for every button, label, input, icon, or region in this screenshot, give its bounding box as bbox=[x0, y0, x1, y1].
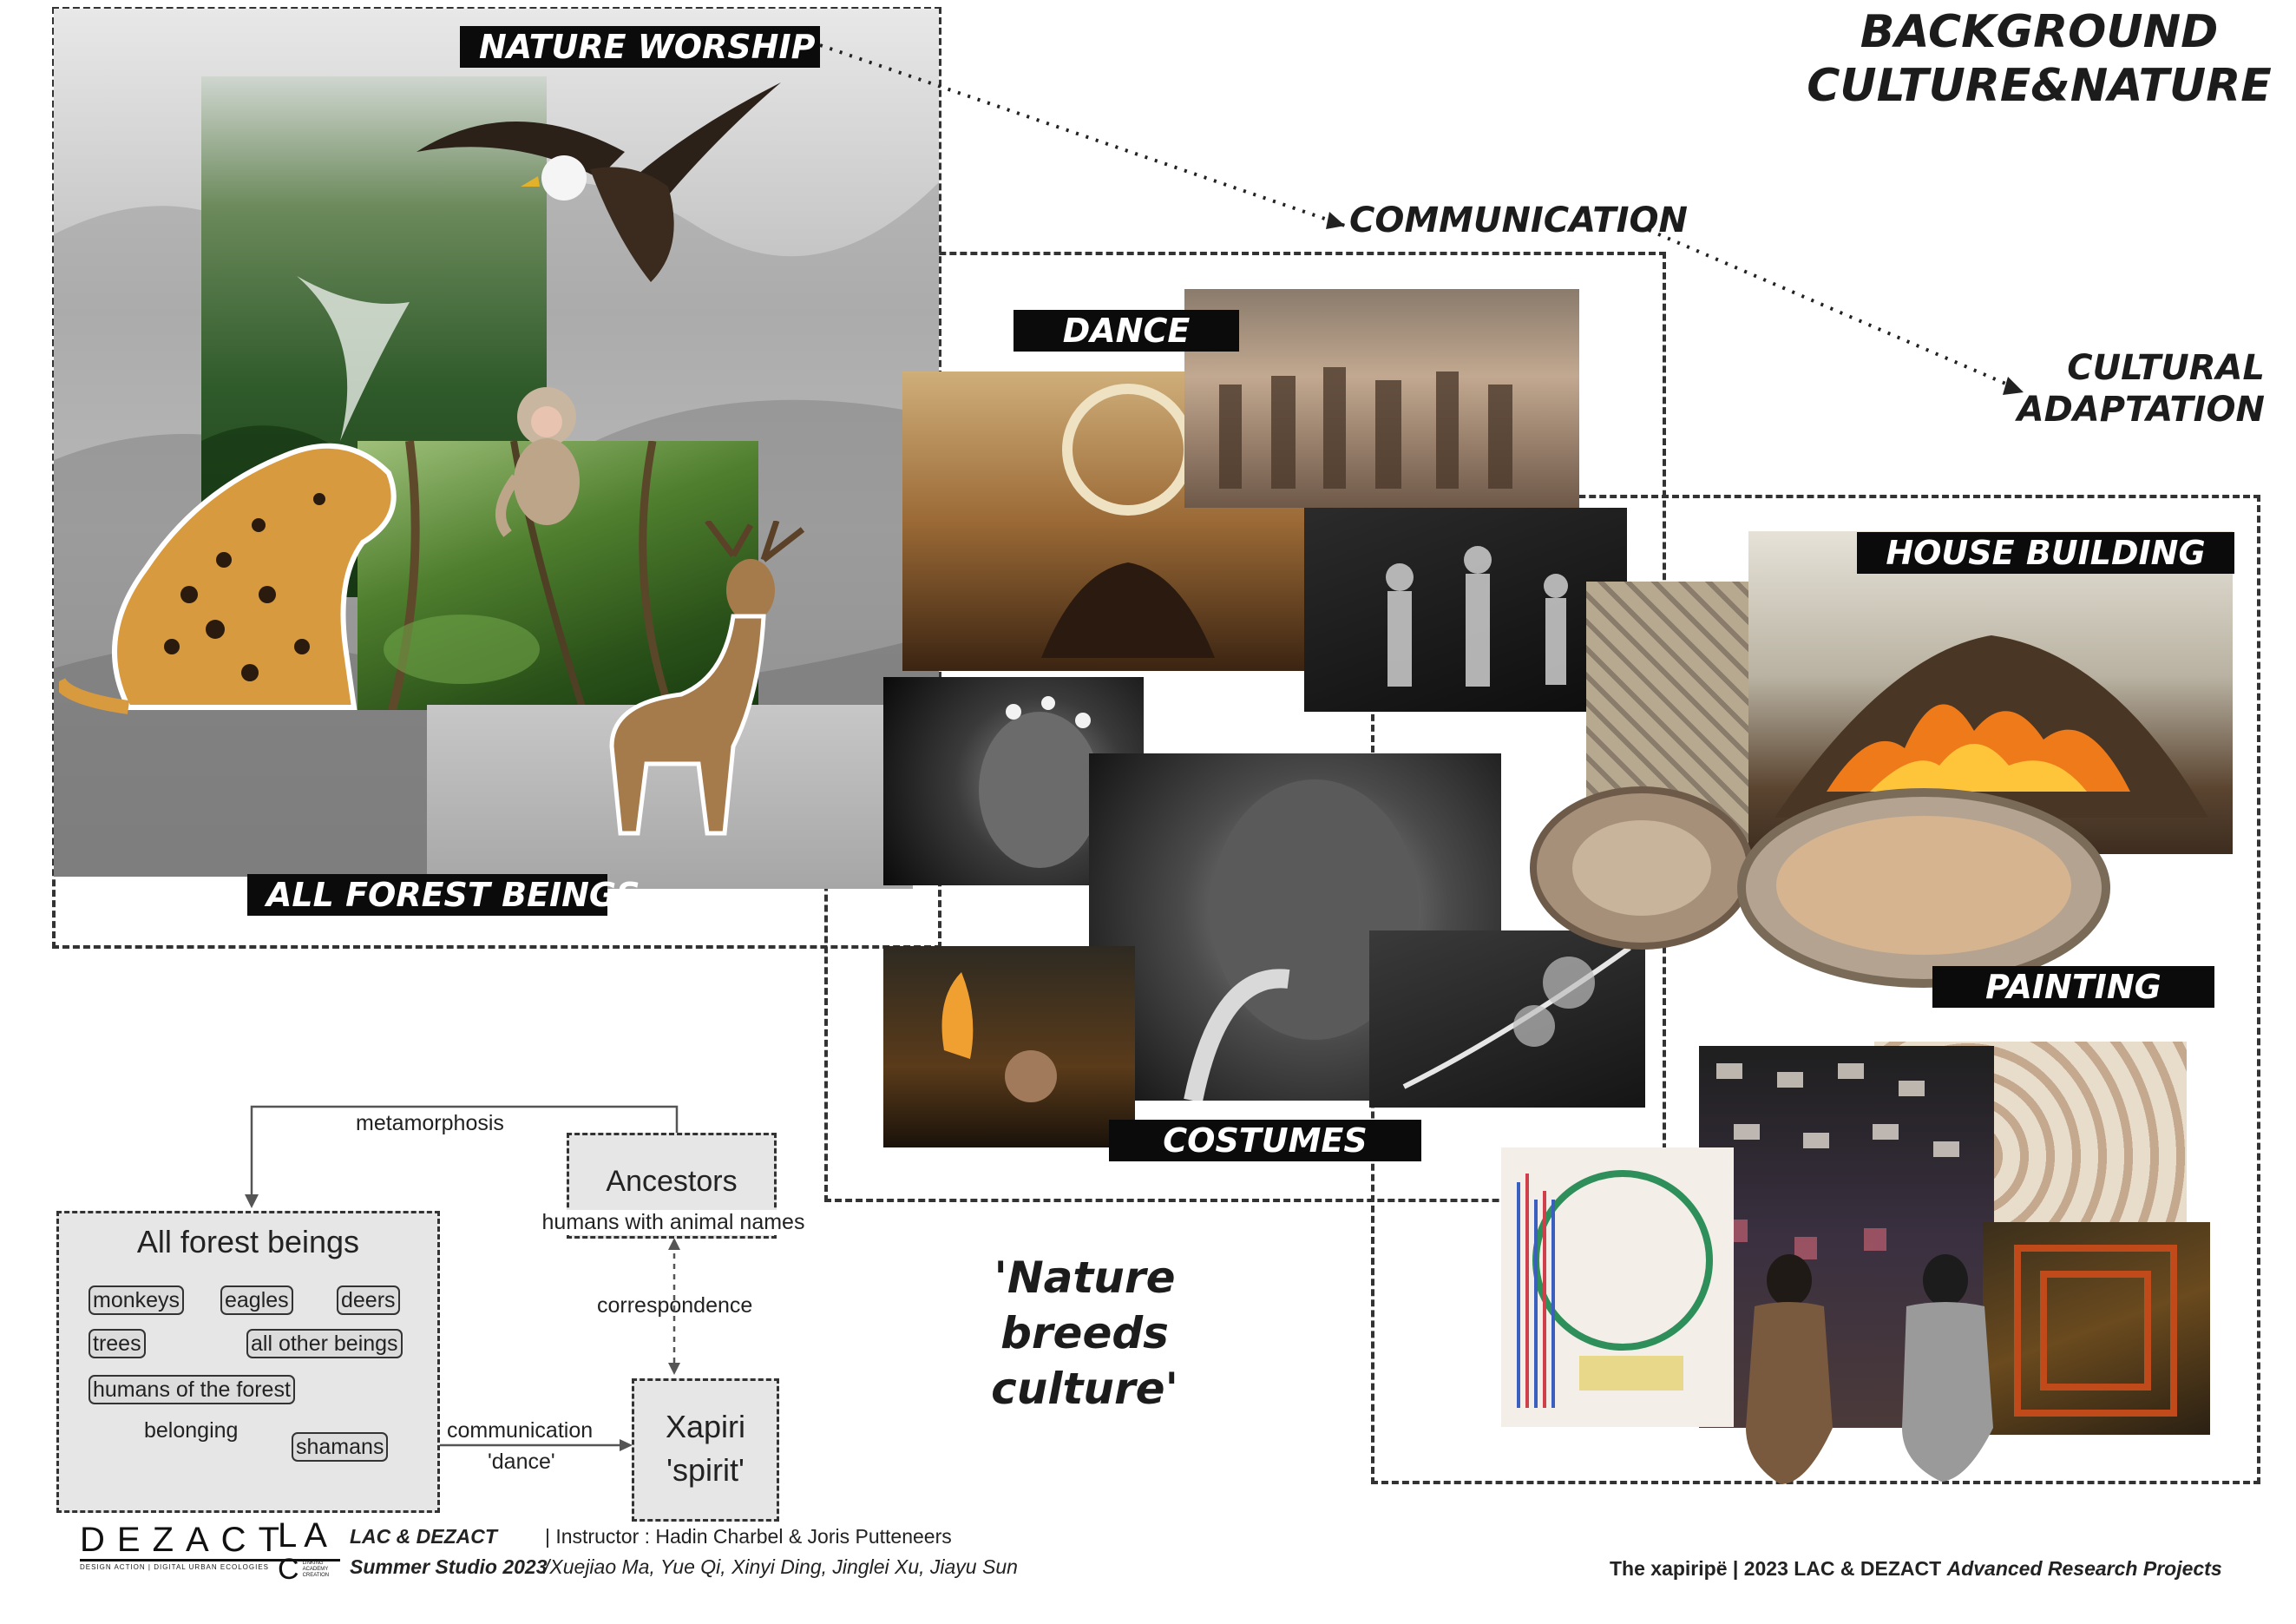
footer-year-org: 2023 LAC & DEZACT bbox=[1743, 1557, 1942, 1580]
eagle-image bbox=[417, 82, 781, 282]
footer-program: Advanced Research Projects bbox=[1946, 1557, 2222, 1580]
shaman-portrait-photo bbox=[1089, 753, 1501, 1101]
tag-monkeys: monkeys bbox=[89, 1285, 185, 1315]
cultural-adaptation-line-2: ADAPTATION bbox=[2017, 390, 2265, 430]
xapiri-node: Xapiri 'spirit' bbox=[632, 1378, 779, 1522]
tag-deers: deers bbox=[337, 1285, 400, 1315]
drawing-image bbox=[1517, 1170, 1713, 1408]
dezact-logo: DEZACT DESIGN ACTION | DIGITAL URBAN ECO… bbox=[80, 1521, 340, 1571]
monkey-image bbox=[495, 387, 580, 537]
feather-photo bbox=[1369, 930, 1645, 1108]
cultural-adaptation-heading: CULTURAL ADAPTATION bbox=[1987, 347, 2265, 431]
communication-text: communication bbox=[447, 1418, 594, 1443]
tag-humans-of-the-forest: humans of the forest bbox=[89, 1375, 295, 1404]
correspondence-text: correspondence bbox=[597, 1293, 753, 1318]
dance-label: DANCE bbox=[1014, 310, 1239, 352]
footer-org: LAC & DEZACT bbox=[350, 1525, 497, 1548]
cultural-adaptation-line-1: CULTURAL bbox=[2067, 348, 2265, 388]
house-building-label: HOUSE BUILDING bbox=[1857, 532, 2234, 574]
burning-house-photo bbox=[1748, 531, 2233, 854]
concentric-lines-image bbox=[2014, 1245, 2177, 1417]
footer-project: The xapiripë | 2023 LAC & DEZACT Advance… bbox=[1610, 1557, 2222, 1581]
fire-roof-image bbox=[1774, 635, 2208, 818]
painted-women-image bbox=[1746, 1254, 1993, 1484]
lac-logo: LA C LINKING ACADEMY CREATION bbox=[278, 1517, 338, 1585]
forest-beings-node: All forest beings bbox=[56, 1211, 440, 1513]
dezact-logo-text: DEZACT bbox=[80, 1521, 292, 1559]
ancestors-title: Ancestors bbox=[606, 1165, 738, 1198]
feather-image bbox=[1402, 945, 1631, 1089]
ancestors-subtitle: humans with animal names bbox=[491, 1210, 856, 1235]
tag-all-other-beings: all other beings bbox=[246, 1329, 403, 1358]
jungle-vines-image bbox=[384, 441, 674, 710]
dance-crowd-photo bbox=[1184, 289, 1579, 508]
footer-instructor: | Instructor : Hadin Charbel & Joris Put… bbox=[545, 1525, 952, 1548]
footer-studio: Summer Studio 2023 bbox=[350, 1555, 548, 1578]
night-dance-photo bbox=[1304, 508, 1627, 712]
tag-shamans: shamans bbox=[292, 1432, 389, 1462]
quote: 'Nature breeds culture' bbox=[911, 1250, 1258, 1417]
all-forest-beings-label: ALL FOREST BEINGS bbox=[247, 874, 640, 916]
lac-logo-la: LA bbox=[278, 1516, 334, 1555]
night-figures-image bbox=[1386, 546, 1568, 687]
title-line-1: BACKGROUND bbox=[1860, 6, 2219, 58]
page-title: BACKGROUND CULTURE&NATURE bbox=[1770, 5, 2296, 113]
jaguar-image bbox=[59, 443, 397, 714]
fire-dance-photo bbox=[883, 946, 1135, 1147]
quote-line-2: culture' bbox=[991, 1364, 1178, 1414]
quote-line-1: 'Nature breeds bbox=[994, 1253, 1176, 1358]
nature-worship-label: NATURE WORSHIP bbox=[460, 26, 820, 68]
footer-students: /Xuejiao Ma, Yue Qi, Xinyi Ding, Jinglei… bbox=[544, 1555, 1018, 1578]
lac-logo-c: C bbox=[278, 1553, 299, 1586]
shaman-face-image bbox=[1184, 779, 1419, 1101]
deer-image bbox=[609, 521, 805, 836]
title-line-2: CULTURE&NATURE bbox=[1807, 60, 2272, 112]
tag-eagles: eagles bbox=[220, 1285, 293, 1315]
xapiri-line-1: Xapiri bbox=[665, 1409, 746, 1444]
communication-heading: COMMUNICATION bbox=[1349, 201, 1688, 240]
child-drawing-photo bbox=[1501, 1147, 1734, 1427]
metamorphosis-text: metamorphosis bbox=[356, 1111, 504, 1135]
dance-text: 'dance' bbox=[488, 1450, 555, 1474]
village-plaza-image bbox=[1737, 788, 2110, 988]
costumes-label: COSTUMES bbox=[1109, 1120, 1421, 1161]
dezact-logo-subtitle: DESIGN ACTION | DIGITAL URBAN ECOLOGIES bbox=[80, 1559, 340, 1571]
crowd-image bbox=[1219, 367, 1512, 489]
flame-image bbox=[941, 972, 1057, 1102]
tag-trees: trees bbox=[89, 1329, 146, 1358]
animal-motifs-image bbox=[1716, 1063, 1959, 1259]
forest-beings-title: All forest beings bbox=[136, 1224, 360, 1259]
ancestors-node: Ancestors humans with animal names bbox=[491, 1133, 856, 1239]
painting-label: PAINTING bbox=[1932, 966, 2214, 1008]
belonging-text: belonging bbox=[144, 1418, 239, 1443]
orange-pattern-photo bbox=[1983, 1222, 2210, 1435]
lac-logo-subtitle: LINKING ACADEMY CREATION bbox=[302, 1560, 330, 1578]
child-face-image bbox=[979, 696, 1100, 868]
footer-project-name: The xapiripë | bbox=[1610, 1557, 1739, 1580]
xapiri-line-2: 'spirit' bbox=[666, 1452, 745, 1488]
